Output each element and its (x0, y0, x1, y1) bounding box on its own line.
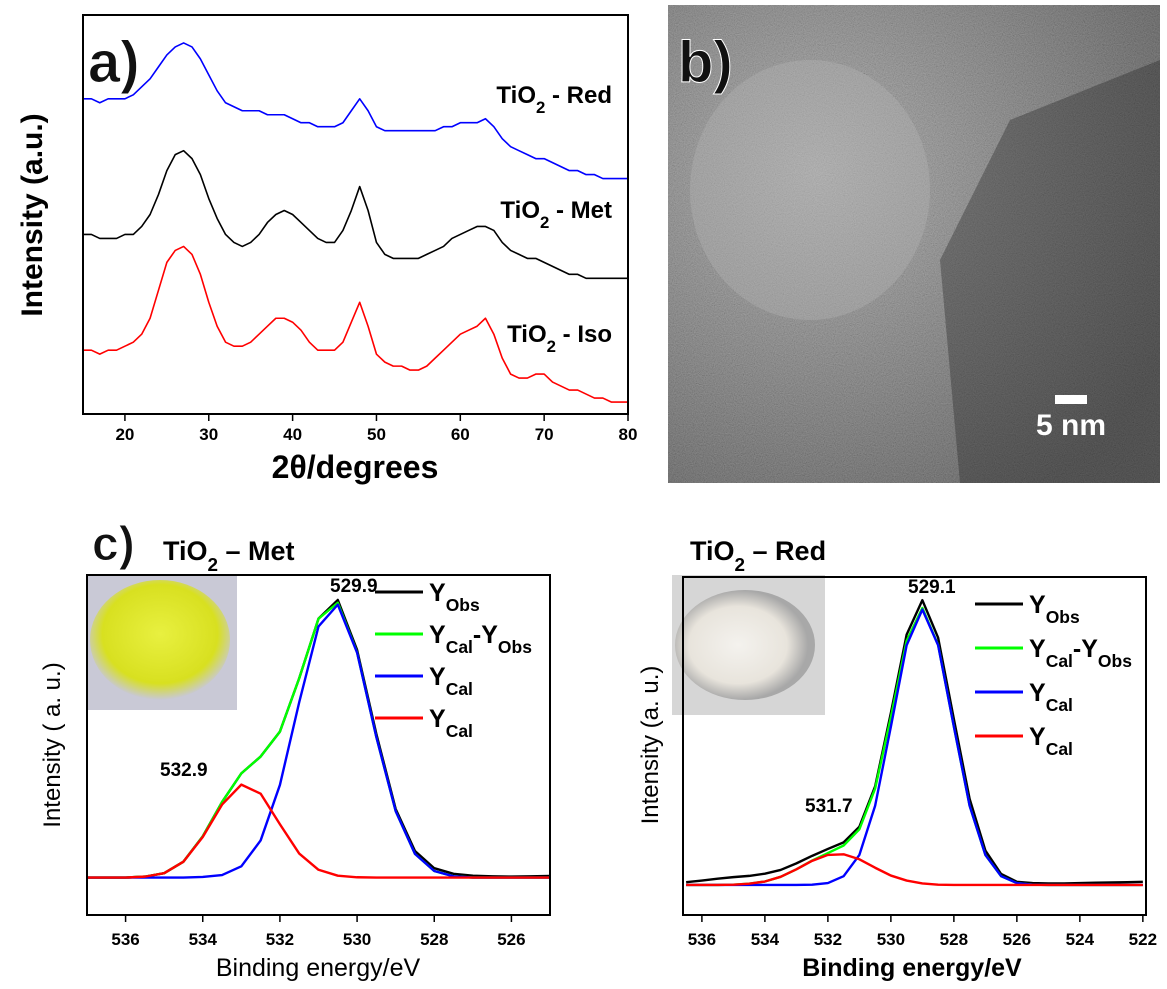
x-axis-label: 2θ/degrees (272, 449, 439, 485)
legend-label: YObs (429, 579, 480, 615)
x-tick-label: 532 (266, 930, 294, 949)
x-tick-label: 522 (1129, 930, 1157, 949)
legend-label: YCal (429, 705, 473, 741)
series-label: TiO2 - Red (496, 82, 612, 117)
legend-label: YCal (1029, 679, 1073, 715)
x-tick-label: 536 (111, 930, 139, 949)
x-tick-label: 40 (283, 425, 302, 444)
panel-label: b) (678, 30, 733, 95)
series-line (83, 43, 628, 179)
legend-label: YCal (1029, 723, 1073, 759)
x-tick-label: 536 (688, 930, 716, 949)
x-tick-label: 30 (199, 425, 218, 444)
x-tick-label: 70 (535, 425, 554, 444)
inset-photo-met (87, 575, 237, 710)
panel-title: TiO2 – Met (163, 536, 295, 576)
legend-label: YCal (429, 663, 473, 699)
panel-label: c) (92, 518, 135, 571)
panel-label: a) (88, 30, 140, 95)
y-axis-label: Intensity ( a. u.) (39, 662, 66, 827)
series-line (87, 785, 550, 878)
y-axis-label: Intensity (a.u.) (16, 113, 49, 316)
legend-label: YCal-YObs (429, 621, 532, 657)
series-label: TiO2 - Iso (507, 321, 612, 356)
x-tick-label: 528 (420, 930, 448, 949)
x-tick-label: 534 (189, 930, 218, 949)
panel-title: TiO2 – Red (690, 536, 826, 576)
x-tick-label: 532 (814, 930, 842, 949)
peak-label: 531.7 (805, 796, 853, 817)
scale-bar-label: 5 nm (1036, 409, 1106, 442)
series-label: TiO2 - Met (500, 197, 612, 232)
peak-label: 529.9 (330, 576, 378, 597)
x-tick-label: 80 (619, 425, 638, 444)
inset-photo-red (672, 575, 825, 715)
x-tick-label: 524 (1066, 930, 1095, 949)
x-tick-label: 530 (343, 930, 371, 949)
legend-label: YCal-YObs (1029, 635, 1132, 671)
series-line (686, 854, 1143, 885)
x-axis-label: Binding energy/eV (802, 954, 1022, 982)
figure: 20 30 40 50 60 70 80 2θ/degrees Intensity (a.u.)… (0, 0, 1167, 984)
x-tick-label: 528 (940, 930, 968, 949)
x-tick-label: 50 (367, 425, 386, 444)
legend-label: YObs (1029, 591, 1080, 627)
peak-label: 529.1 (908, 577, 956, 598)
x-tick-label: 530 (877, 930, 905, 949)
x-axis-label: Binding energy/eV (216, 954, 421, 982)
x-tick-label: 526 (497, 930, 525, 949)
x-tick-label: 60 (451, 425, 470, 444)
x-tick-label: 534 (751, 930, 780, 949)
x-tick-label: 526 (1003, 930, 1031, 949)
peak-label: 532.9 (160, 760, 208, 781)
y-axis-label: Intensity (a. u.) (637, 666, 664, 825)
x-tick-label: 20 (115, 425, 134, 444)
